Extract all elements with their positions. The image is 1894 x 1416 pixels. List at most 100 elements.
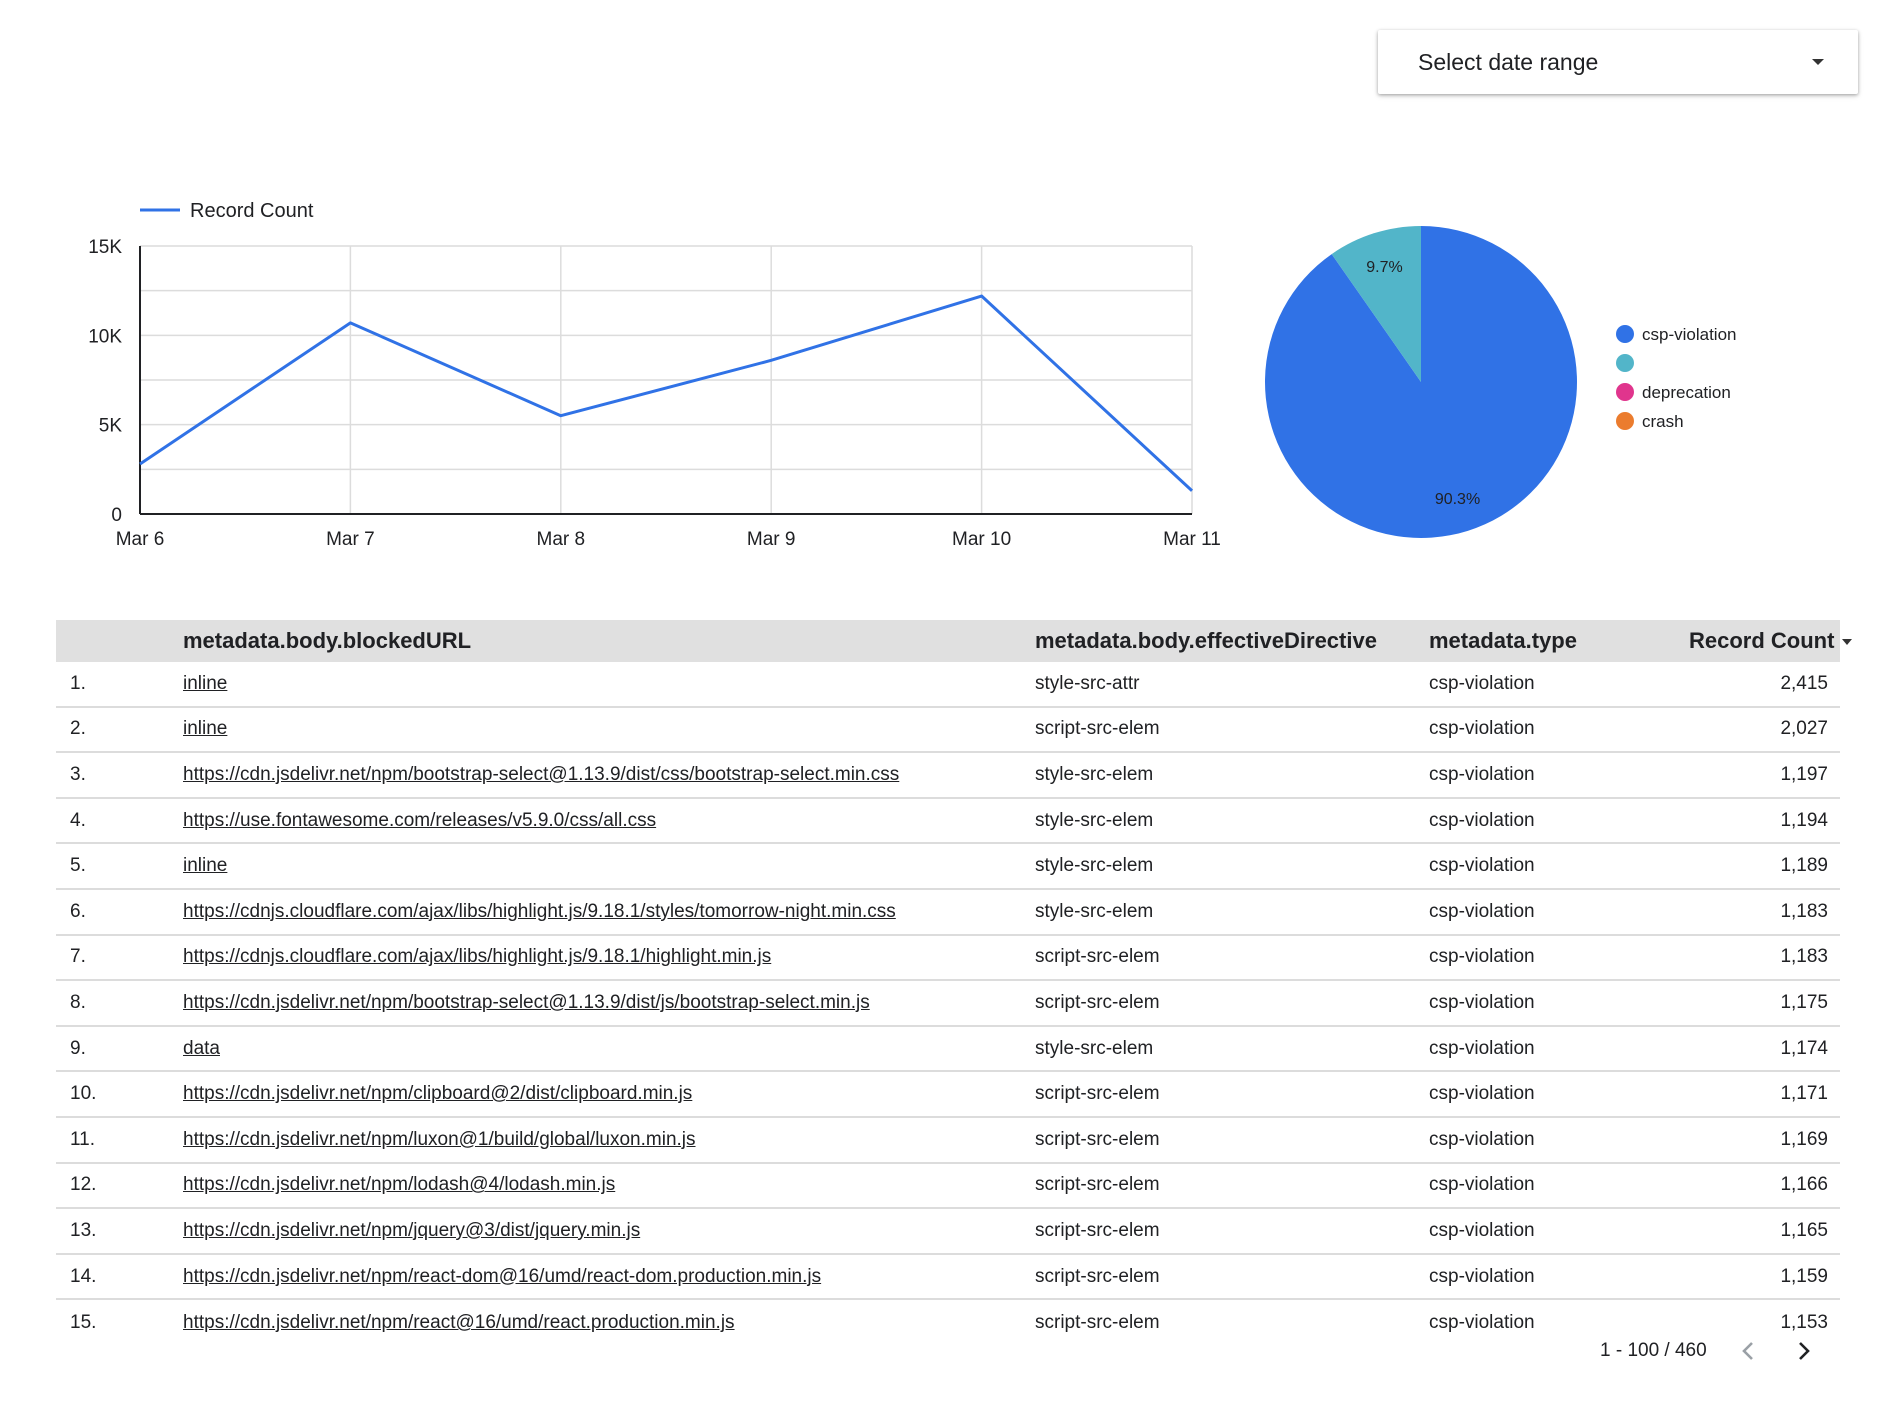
table-row[interactable]: 4. https://use.fontawesome.com/releases/v… <box>56 799 1840 845</box>
row-record-count: 1,153 <box>1780 1312 1828 1334</box>
header-type[interactable]: metadata.type <box>1429 628 1577 653</box>
row-directive: script-src-elem <box>1035 1083 1160 1105</box>
blocked-url-link[interactable]: https://cdn.jsdelivr.net/npm/react-dom@1… <box>183 1265 822 1287</box>
chart-grid <box>140 245 1193 515</box>
row-index: 14. <box>70 1265 97 1287</box>
row-url-cell: https://cdn.jsdelivr.net/npm/react-dom@1… <box>183 1266 1035 1288</box>
row-url-cell: data <box>183 1038 1035 1060</box>
header-record-count[interactable]: Record Count <box>1689 628 1853 654</box>
table-row[interactable]: 5. inline style-src-elem csp-violation 1,189 <box>56 844 1840 890</box>
header-effective-directive[interactable]: metadata.body.effectiveDirective <box>1035 628 1377 653</box>
row-type: csp-violation <box>1429 763 1535 785</box>
row-url-cell: https://cdn.jsdelivr.net/npm/jquery@3/di… <box>183 1220 1035 1242</box>
blocked-url-link[interactable]: https://cdn.jsdelivr.net/npm/jquery@3/di… <box>183 1219 641 1241</box>
row-type: csp-violation <box>1429 991 1535 1013</box>
table-row[interactable]: 7. https://cdnjs.cloudflare.com/ajax/libs… <box>56 936 1840 982</box>
row-index: 5. <box>70 855 86 877</box>
table-row[interactable]: 9. data style-src-elem csp-violation 1,174 <box>56 1027 1840 1073</box>
date-range-label: Select date range <box>1418 48 1599 75</box>
row-index: 8. <box>70 991 86 1013</box>
row-url-cell: inline <box>183 855 1035 877</box>
blocked-url-link[interactable]: https://cdn.jsdelivr.net/npm/react@16/um… <box>183 1312 735 1334</box>
pie-slice <box>1331 226 1421 382</box>
legend-swatch <box>1616 412 1634 430</box>
row-type: csp-violation <box>1429 1265 1535 1287</box>
row-url-cell: https://cdn.jsdelivr.net/npm/bootstrap-s… <box>183 992 1035 1014</box>
table-row[interactable]: 10. https://cdn.jsdelivr.net/npm/clipboar… <box>56 1072 1840 1118</box>
row-directive: style-src-elem <box>1035 900 1154 922</box>
header-blocked-url[interactable]: metadata.body.blockedURL <box>183 628 472 653</box>
pagination: 1 - 100 / 460 <box>1600 1333 1832 1369</box>
pie-legend: csp-violation deprecation crash <box>1616 325 1737 431</box>
row-index: 10. <box>70 1083 97 1105</box>
row-index: 1. <box>70 672 86 694</box>
blocked-url-link[interactable]: https://use.fontawesome.com/releases/v5.… <box>183 809 657 831</box>
next-page-button[interactable] <box>1776 1333 1832 1369</box>
row-directive: script-src-elem <box>1035 991 1160 1013</box>
table-row[interactable]: 2. inline script-src-elem csp-violation 2,02… <box>56 708 1840 754</box>
row-directive: style-src-elem <box>1035 809 1154 831</box>
blocked-url-link[interactable]: https://cdn.jsdelivr.net/npm/luxon@1/bui… <box>183 1128 696 1150</box>
table-row[interactable]: 3. https://cdn.jsdelivr.net/npm/bootstrap… <box>56 753 1840 799</box>
table-row[interactable]: 1. inline style-src-attr csp-violation 2,415 <box>56 662 1840 708</box>
x-tick-label: Mar 11 <box>1163 529 1221 550</box>
row-url-cell: https://cdn.jsdelivr.net/npm/luxon@1/bui… <box>183 1129 1035 1151</box>
table-row[interactable]: 12. https://cdn.jsdelivr.net/npm/lodash@4… <box>56 1164 1840 1210</box>
blocked-url-link[interactable]: https://cdn.jsdelivr.net/npm/bootstrap-s… <box>183 991 870 1013</box>
blocked-url-link[interactable]: https://cdn.jsdelivr.net/npm/bootstrap-s… <box>183 763 900 785</box>
row-type: csp-violation <box>1429 1312 1535 1334</box>
legend-swatch <box>1616 325 1634 343</box>
row-type: csp-violation <box>1429 809 1535 831</box>
pie-data-label: 9.7% <box>1366 259 1402 276</box>
blocked-url-link[interactable]: https://cdnjs.cloudflare.com/ajax/libs/h… <box>183 900 896 922</box>
row-directive: style-src-elem <box>1035 855 1154 877</box>
row-url-cell: https://cdn.jsdelivr.net/npm/clipboard@2… <box>183 1083 1035 1105</box>
row-directive: script-src-elem <box>1035 946 1160 968</box>
row-index: 6. <box>70 900 86 922</box>
records-table: metadata.body.blockedURL metadata.body.e… <box>56 620 1853 1346</box>
table-row[interactable]: 13. https://cdn.jsdelivr.net/npm/jquery@3… <box>56 1209 1840 1255</box>
row-url-cell: inline <box>183 673 1035 695</box>
blocked-url-link[interactable]: inline <box>183 855 228 877</box>
row-record-count: 1,194 <box>1780 809 1828 831</box>
blocked-url-link[interactable]: inline <box>183 672 228 694</box>
prev-page-button[interactable] <box>1720 1333 1776 1369</box>
row-record-count: 1,174 <box>1780 1037 1828 1059</box>
row-url-cell: https://cdn.jsdelivr.net/npm/bootstrap-s… <box>183 764 1035 786</box>
table-row[interactable]: 14. https://cdn.jsdelivr.net/npm/react-do… <box>56 1255 1840 1301</box>
row-directive: script-src-elem <box>1035 718 1160 740</box>
row-type: csp-violation <box>1429 1174 1535 1196</box>
y-tick-label: 0 <box>111 505 122 526</box>
date-range-dropdown[interactable]: Select date range <box>1378 30 1858 94</box>
x-tick-label: Mar 7 <box>326 529 375 550</box>
row-record-count: 2,027 <box>1780 718 1828 740</box>
table-row[interactable]: 11. https://cdn.jsdelivr.net/npm/luxon@1/… <box>56 1118 1840 1164</box>
row-index: 3. <box>70 763 86 785</box>
row-type: csp-violation <box>1429 718 1535 740</box>
row-url-cell: https://cdnjs.cloudflare.com/ajax/libs/h… <box>183 946 1035 968</box>
legend-swatch <box>1616 354 1634 372</box>
row-url-cell: https://cdn.jsdelivr.net/npm/lodash@4/lo… <box>183 1174 1035 1196</box>
table-row[interactable]: 8. https://cdn.jsdelivr.net/npm/bootstrap… <box>56 981 1840 1027</box>
row-record-count: 2,415 <box>1780 672 1828 694</box>
blocked-url-link[interactable]: inline <box>183 718 228 740</box>
x-tick-label: Mar 6 <box>116 529 165 550</box>
row-index: 4. <box>70 809 86 831</box>
row-type: csp-violation <box>1429 1037 1535 1059</box>
table-row[interactable]: 15. https://cdn.jsdelivr.net/npm/react@16… <box>56 1300 1840 1346</box>
blocked-url-link[interactable]: https://cdn.jsdelivr.net/npm/clipboard@2… <box>183 1083 693 1105</box>
y-axis-ticks: 0 5K 10K 15K <box>88 237 122 526</box>
pie-slices <box>1265 226 1577 538</box>
row-record-count: 1,169 <box>1780 1128 1828 1150</box>
y-tick-label: 15K <box>88 237 122 258</box>
blocked-url-link[interactable]: https://cdnjs.cloudflare.com/ajax/libs/h… <box>183 946 772 968</box>
table-row[interactable]: 6. https://cdnjs.cloudflare.com/ajax/libs… <box>56 890 1840 936</box>
blocked-url-link[interactable]: data <box>183 1037 220 1059</box>
blocked-url-link[interactable]: https://cdn.jsdelivr.net/npm/lodash@4/lo… <box>183 1174 616 1196</box>
row-index: 13. <box>70 1219 97 1241</box>
row-index: 2. <box>70 718 86 740</box>
row-record-count: 1,183 <box>1780 946 1828 968</box>
row-index: 15. <box>70 1312 97 1334</box>
x-tick-label: Mar 9 <box>747 529 796 550</box>
